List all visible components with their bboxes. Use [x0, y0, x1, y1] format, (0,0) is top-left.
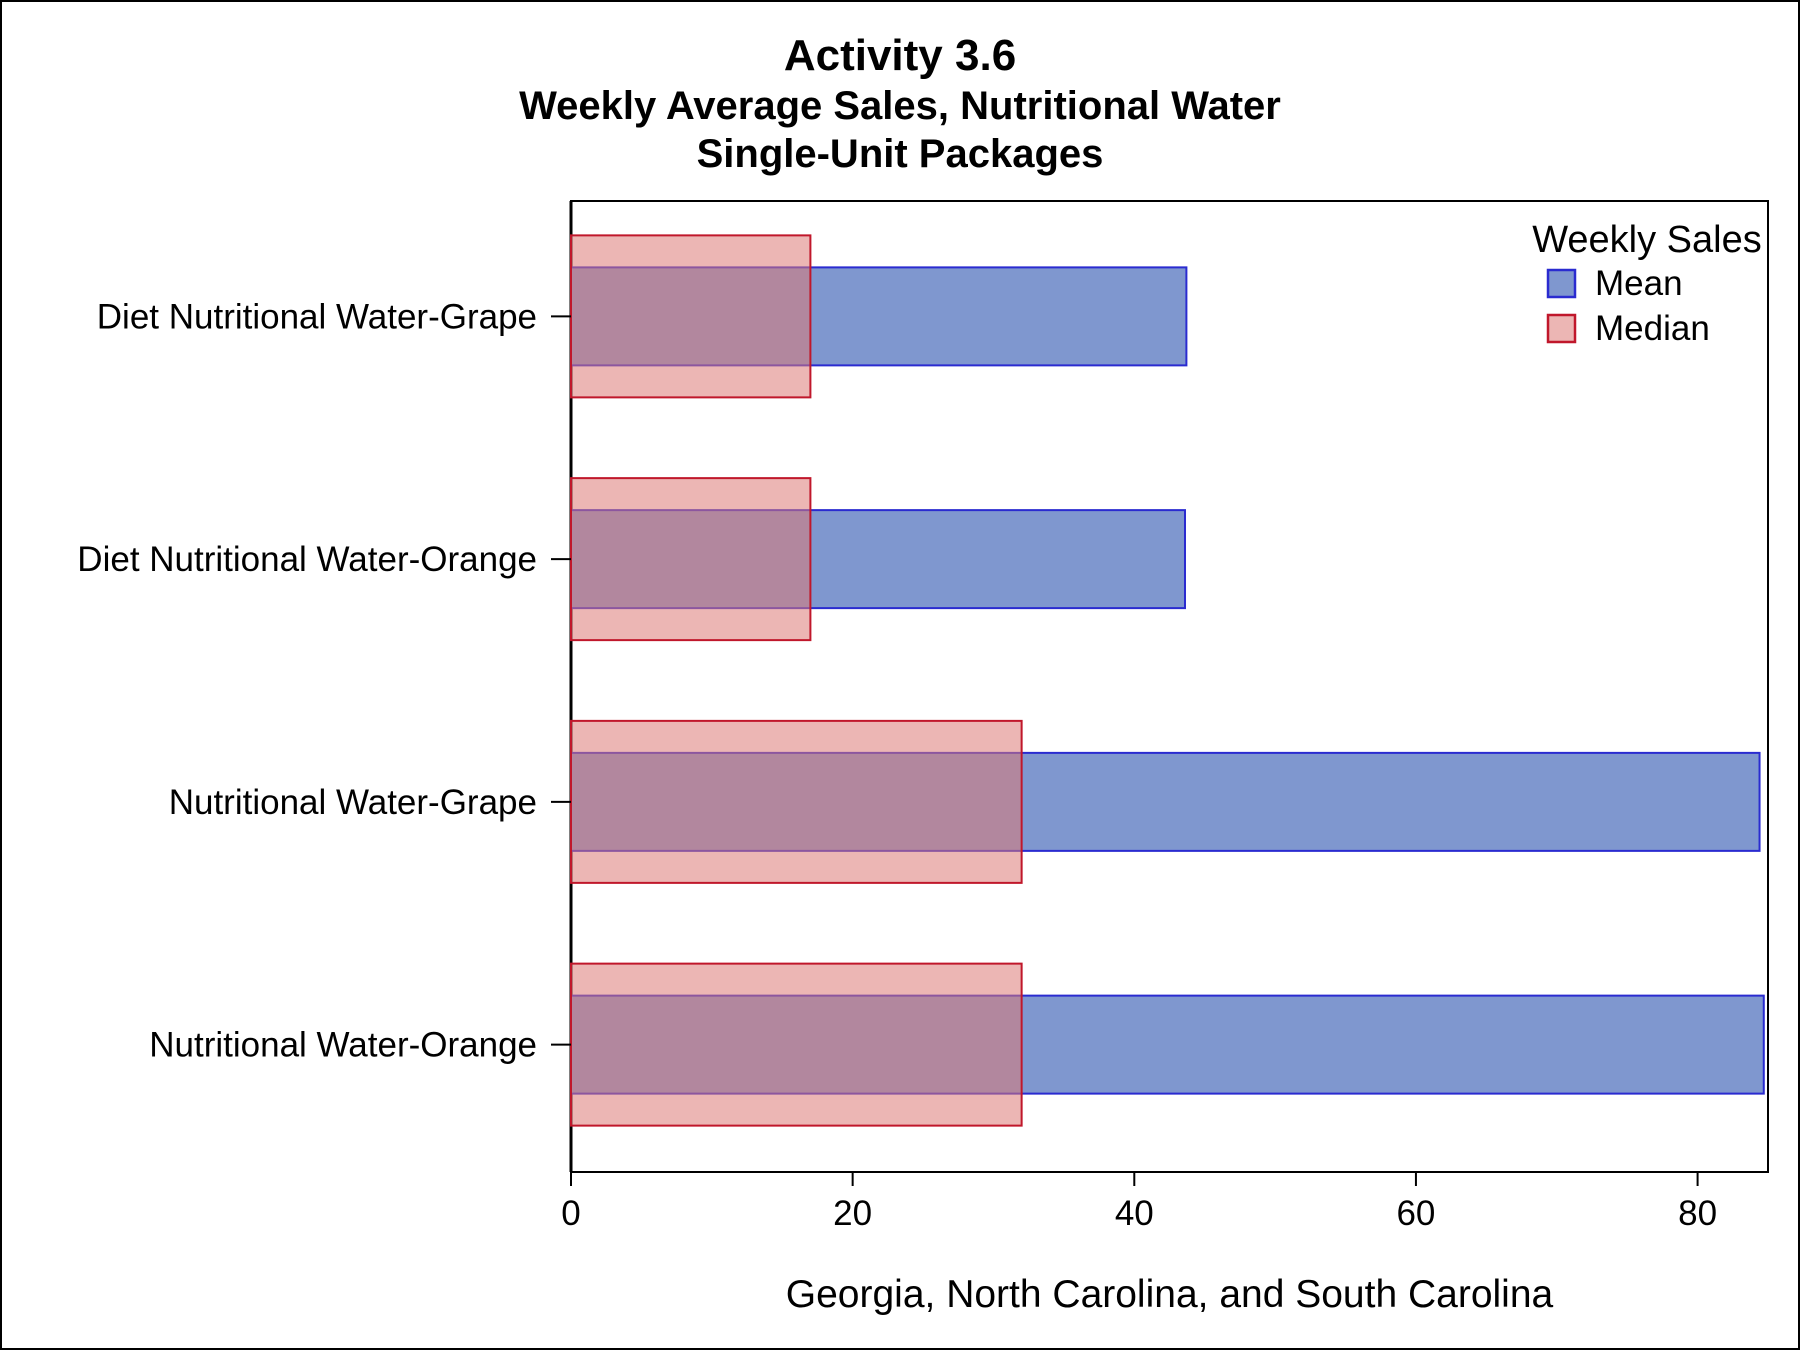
- median-bar: [570, 962, 1023, 1127]
- chart-title: Activity 3.6: [783, 31, 1017, 80]
- x-axis-title: Georgia, North Carolina, and South Carol…: [786, 1273, 1554, 1316]
- y-axis: Diet Nutritional Water-Grape Diet Nutriti…: [77, 297, 571, 1065]
- x-tick-label: 20: [833, 1194, 872, 1233]
- x-tick-label: 80: [1678, 1194, 1717, 1233]
- median-bar: [570, 477, 812, 642]
- y-tick-label: Nutritional Water-Grape: [169, 783, 537, 822]
- chart-subtitle: Weekly Average Sales, Nutritional Water: [519, 84, 1281, 128]
- median-bar: [570, 234, 812, 399]
- y-tick-label: Diet Nutritional Water-Orange: [77, 540, 537, 579]
- chart-subtitle-2: Single-Unit Packages: [696, 132, 1104, 176]
- title-block: Activity 3.6 Weekly Average Sales, Nutri…: [2, 30, 1798, 178]
- legend-swatch: [1546, 268, 1577, 299]
- legend-label: Median: [1595, 309, 1710, 348]
- x-axis: 0 20 40 60 80: [561, 1172, 1717, 1233]
- median-bar: [570, 719, 1023, 884]
- y-tick-label: Diet Nutritional Water-Grape: [97, 297, 537, 336]
- legend-label: Mean: [1595, 264, 1683, 303]
- legend: Weekly Sales Mean Median: [1532, 219, 1762, 348]
- median-bars: [570, 234, 1023, 1127]
- x-tick-label: 0: [561, 1194, 580, 1233]
- y-tick-label: Nutritional Water-Orange: [149, 1026, 537, 1065]
- x-tick-label: 60: [1396, 1194, 1435, 1233]
- legend-title: Weekly Sales: [1532, 219, 1762, 261]
- legend-swatch: [1546, 313, 1577, 344]
- x-tick-label: 40: [1115, 1194, 1154, 1233]
